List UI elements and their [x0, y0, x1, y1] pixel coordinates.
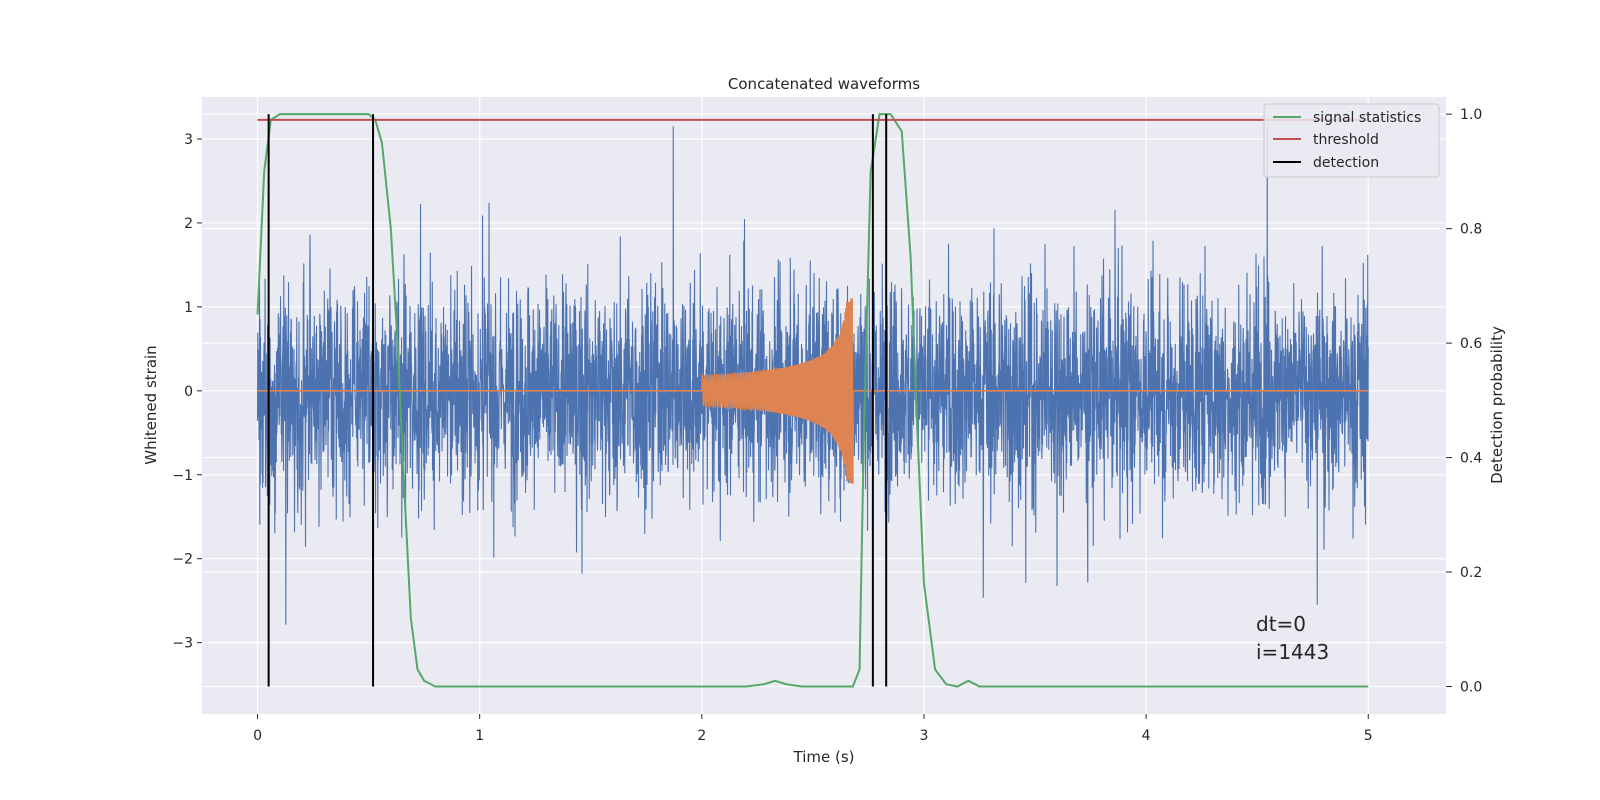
signal-statistics-line — [256, 113, 1369, 688]
y-tick-label-right: 0.2 — [1460, 565, 1482, 581]
annotation-index: i=1443 — [1256, 640, 1329, 664]
x-tick-label: 0 — [253, 728, 262, 744]
x-tick-label: 1 — [475, 728, 484, 744]
x-tick-label: 4 — [1142, 728, 1151, 744]
x-tick-label: 3 — [920, 728, 929, 744]
injection-series — [257, 298, 1369, 484]
y-tick-label-left: 0 — [184, 384, 193, 400]
y-tick-label-left: −1 — [172, 468, 193, 484]
noise-line — [256, 126, 1369, 625]
signal-statistics-series — [256, 113, 1369, 688]
y-tick-label-left: −3 — [172, 636, 193, 652]
x-axis-label: Time (s) — [793, 748, 855, 766]
injection-chirp-line — [701, 298, 854, 484]
detection-series — [267, 114, 888, 687]
y-tick-label-left: 1 — [184, 300, 193, 316]
legend: signal statistics threshold detection — [1263, 103, 1440, 178]
y-tick-label-right: 0.8 — [1460, 222, 1482, 238]
y-tick-label-right: 0.6 — [1460, 336, 1482, 352]
legend-label-detection: detection — [1313, 155, 1379, 171]
annotation-box: dt=0 i=1443 — [1256, 612, 1329, 664]
x-tick-label: 5 — [1364, 728, 1373, 744]
y-tick-label-left: 3 — [184, 132, 193, 148]
y-tick-label-right: 0.0 — [1460, 680, 1482, 696]
y-axis-label-right: Detection probability — [1488, 326, 1506, 484]
y-tick-label-right: 1.0 — [1460, 107, 1482, 123]
y-tick-label-right: 0.4 — [1460, 451, 1482, 467]
x-tick-label: 2 — [697, 728, 706, 744]
legend-label-signal-statistics: signal statistics — [1313, 110, 1421, 126]
plot-area — [202, 97, 1446, 714]
chart-title: Concatenated waveforms — [728, 75, 920, 93]
legend-box — [1263, 103, 1440, 178]
y-axis-label-left: Whitened strain — [142, 345, 160, 464]
legend-label-threshold: threshold — [1313, 132, 1379, 148]
annotation-dt: dt=0 — [1256, 612, 1306, 636]
axis-ticks: 0 1 2 3 4 5 −3 −2 −1 0 1 2 3 0.0 0.2 0.4 0.6 0.8 1.0 — [172, 107, 1482, 744]
y-tick-label-left: −2 — [172, 552, 193, 568]
y-tick-label-left: 2 — [184, 216, 193, 232]
noise-series — [256, 126, 1369, 625]
